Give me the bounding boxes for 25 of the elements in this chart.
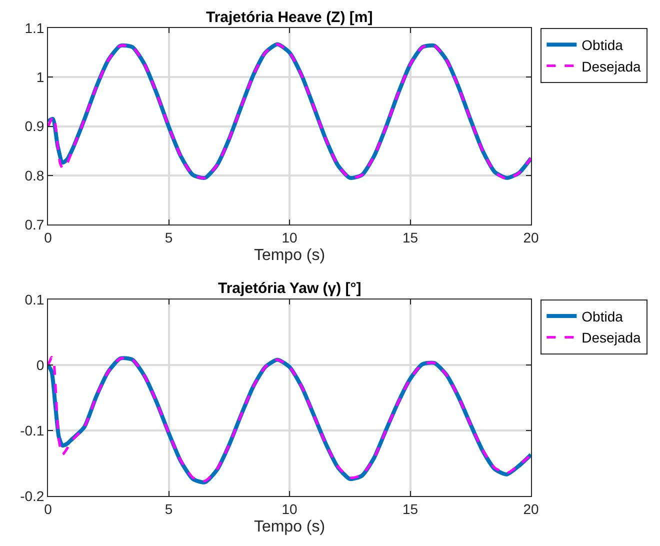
y-tick-label: 0: [36, 356, 44, 373]
y-tick-label: 1.1: [24, 20, 44, 36]
x-tick-label: 10: [282, 229, 298, 246]
x-tick-label: 15: [402, 500, 418, 517]
x-tick-label: 20: [523, 500, 539, 517]
x-axis-title: Tempo (s): [254, 518, 326, 536]
y-tick-label: 0.8: [24, 167, 44, 184]
x-axis-title: Tempo (s): [254, 247, 326, 264]
chart-title: Trajetória Heave (Z) [m]: [206, 9, 373, 26]
legend-label: Obtida: [582, 37, 624, 54]
x-tick-label: 5: [164, 229, 173, 246]
x-tick-label: 10: [282, 500, 298, 517]
y-tick-label: -0.2: [20, 488, 44, 504]
y-tick-label: 1: [36, 69, 44, 86]
chart-title: Trajetória Yaw (γ) [°]: [218, 280, 362, 297]
y-tick-label: 0.7: [24, 216, 44, 232]
x-tick-label: 15: [402, 229, 418, 246]
legend-label: Desejada: [582, 58, 642, 74]
y-tick-label: 0.9: [24, 118, 44, 134]
y-tick-label: -0.1: [20, 422, 44, 438]
y-tick-label: 0.1: [24, 291, 44, 308]
x-tick-label: 5: [164, 500, 173, 517]
legend-label: Desejada: [582, 330, 642, 346]
x-tick-label: 20: [523, 229, 539, 246]
legend-label: Obtida: [582, 308, 624, 324]
